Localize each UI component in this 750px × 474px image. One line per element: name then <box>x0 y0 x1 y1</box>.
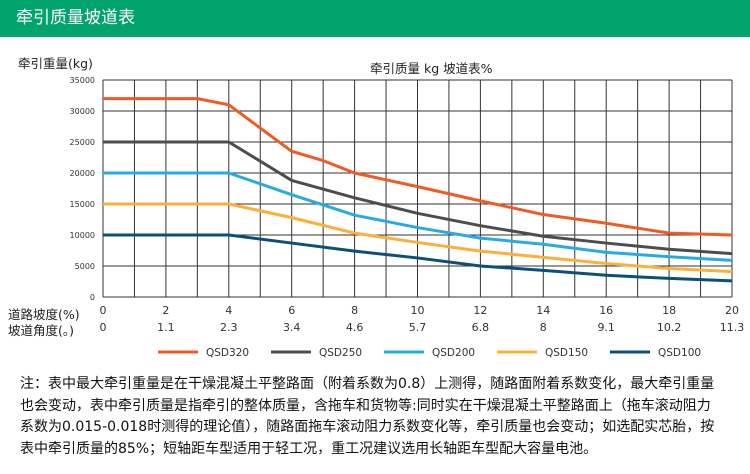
x2-tick-label: 6.8 <box>472 321 490 334</box>
y-tick-label: 10000 <box>70 231 95 240</box>
y-tick-label: 5000 <box>75 262 95 271</box>
x-tick-label: 0 <box>100 304 107 317</box>
chart: 050001000015000200002500030000350000021.… <box>70 76 745 359</box>
note-line: 也会变动，表中牵引质量是指牵引的整体质量，含拖车和货物等:同时实在干燥混凝土平整… <box>20 397 711 414</box>
x-tick-label: 2 <box>162 304 169 317</box>
legend-label: QSD150 <box>545 347 588 359</box>
x2-tick-label: 2.3 <box>220 321 238 334</box>
x2-tick-label: 11.3 <box>720 321 745 334</box>
series-line-qsd200 <box>103 171 733 262</box>
x2-tick-label: 5.7 <box>409 321 427 334</box>
page-header: 牵引质量坡道表 <box>0 0 750 37</box>
x-tick-label: 20 <box>725 304 739 317</box>
x2-tick-label: 4.6 <box>346 321 364 334</box>
note-line: 注：表中最大牵引重量是在干燥混凝土平整路面（附着系数为0.8）上测得，随路面附着… <box>20 376 715 392</box>
y-tick-label: 30000 <box>70 107 95 116</box>
legend-label: QSD250 <box>319 347 362 359</box>
x2-tick-label: 1.1 <box>157 321 175 334</box>
legend-label: QSD200 <box>432 347 475 359</box>
x-axis-label: 道路坡度(%) <box>8 307 80 322</box>
y-tick-label: 0 <box>90 293 95 302</box>
y-tick-label: 20000 <box>70 169 95 178</box>
y-tick-label: 35000 <box>70 76 95 85</box>
x-tick-label: 16 <box>599 304 613 317</box>
note-line: 表中牵引质量的85%；短轴距车型适用于轻工况，重工况建议选用长轴距车型配大容量电… <box>20 440 598 457</box>
series-line-qsd150 <box>103 202 733 274</box>
y-axis-label: 牵引重量(kg) <box>18 56 93 71</box>
x-tick-label: 12 <box>473 304 487 317</box>
x-tick-label: 18 <box>662 304 676 317</box>
x-tick-label: 14 <box>536 304 550 317</box>
note-line: 系数为0.015-0.018时测得的理论值），随路面拖车滚动阻力系数变化等，牵引… <box>20 419 715 435</box>
x-tick-label: 4 <box>225 304 232 317</box>
legend-label: QSD100 <box>658 347 701 359</box>
x-tick-label: 10 <box>411 304 425 317</box>
page-title: 牵引质量坡道表 <box>16 8 135 28</box>
y-tick-label: 15000 <box>70 200 95 209</box>
x2-tick-label: 3.4 <box>283 321 301 334</box>
x2-tick-label: 9.1 <box>597 321 615 334</box>
legend-label: QSD320 <box>206 347 249 359</box>
chart-title: 牵引质量 kg 坡道表% <box>370 61 493 76</box>
note: 注：表中最大牵引重量是在干燥混凝土平整路面（附着系数为0.8）上测得，随路面附着… <box>20 374 714 460</box>
x-tick-label: 8 <box>351 304 358 317</box>
series-line-qsd320 <box>103 97 733 237</box>
x2-tick-label: 10.2 <box>657 321 682 334</box>
series-line-qsd250 <box>103 140 733 256</box>
x2-axis-label: 坡道角度(。) <box>8 323 75 338</box>
y-tick-label: 25000 <box>70 138 95 147</box>
x-tick-label: 6 <box>288 304 295 317</box>
x2-tick-label: 0 <box>100 321 107 334</box>
series-line-qsd100 <box>103 233 733 283</box>
x2-tick-label: 8 <box>540 321 547 334</box>
